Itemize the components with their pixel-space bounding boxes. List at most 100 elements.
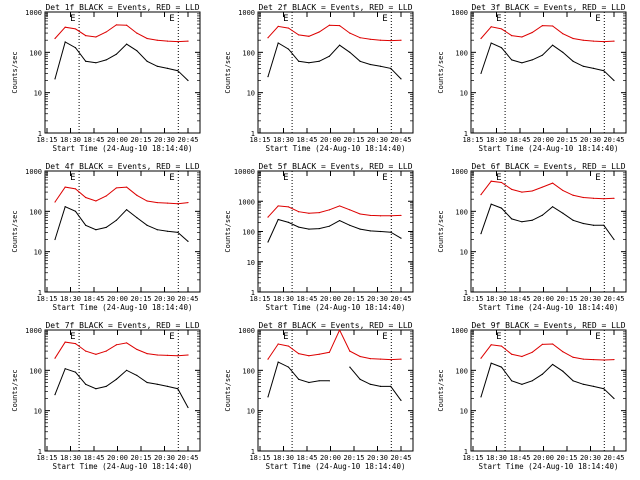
y-tick-label: 10	[460, 249, 468, 257]
y-axis-label: Counts/sec	[11, 210, 19, 252]
y-axis-label: Counts/sec	[11, 369, 19, 411]
data-point	[277, 361, 279, 363]
data-point	[115, 24, 117, 26]
y-tick-label: 1000	[238, 327, 255, 335]
data-point	[267, 241, 269, 243]
x-tick-label: 20:00	[533, 295, 554, 303]
data-point	[400, 214, 402, 217]
data-point	[339, 205, 341, 207]
data-point	[490, 362, 492, 364]
data-point	[54, 357, 56, 359]
data-point	[318, 60, 320, 62]
data-point	[582, 222, 584, 225]
data-point	[85, 196, 87, 199]
data-point	[603, 388, 605, 390]
data-point	[146, 352, 148, 355]
y-tick-label: 1	[251, 130, 255, 138]
data-point	[400, 39, 402, 41]
data-point	[582, 65, 584, 67]
data-point	[531, 380, 533, 382]
data-point	[480, 396, 482, 398]
data-point	[146, 37, 148, 40]
x-tick-label: 18:45	[296, 136, 317, 144]
panel-det-2: Det 2f BLACK = Events, RED = LLD 1 10 100 10…	[224, 3, 414, 153]
data-point	[187, 354, 189, 356]
x-tick-label: 18:30	[273, 136, 294, 144]
panel-det-9: Det 9f BLACK = Events, RED = LLD 1 10 100 10…	[437, 321, 627, 471]
data-point	[379, 385, 382, 387]
data-point	[115, 187, 117, 189]
plot-frame	[44, 170, 201, 293]
series-events	[54, 206, 189, 242]
data-point	[349, 366, 351, 368]
panel-title: Det 5f BLACK = Events, RED = LLD	[258, 162, 412, 171]
x-tick-label: 18:45	[83, 454, 104, 462]
x-tick-label: 20:00	[533, 454, 554, 462]
x-tick-label: 20:45	[603, 136, 624, 144]
data-point	[369, 230, 371, 232]
y-tick-label: 100	[29, 367, 42, 375]
data-point	[126, 369, 128, 371]
panel-det-3: Det 3f BLACK = Events, RED = LLD 1 10 100 10…	[437, 3, 627, 153]
plot-frame	[44, 329, 201, 452]
data-point	[85, 224, 87, 226]
data-point	[64, 186, 66, 188]
data-point	[146, 200, 148, 202]
y-axis-label: Counts/sec	[224, 369, 232, 411]
data-point	[359, 228, 361, 230]
data-point	[146, 381, 148, 384]
data-point	[277, 218, 279, 221]
data-point	[74, 47, 77, 49]
data-point	[562, 212, 564, 214]
series-lld	[54, 186, 189, 205]
y-tick-label: 10	[34, 408, 42, 416]
data-point	[480, 357, 482, 359]
y-tick-label: 100	[455, 367, 468, 375]
data-point	[267, 358, 269, 360]
y-tick-label: 1	[38, 130, 42, 138]
data-point	[105, 226, 107, 228]
data-point	[390, 215, 392, 217]
y-tick-label: 100	[29, 49, 42, 57]
data-point	[521, 62, 523, 64]
data-point	[126, 24, 128, 26]
x-tick-label: 18:30	[60, 136, 81, 144]
data-point	[572, 380, 574, 382]
data-point	[105, 350, 107, 352]
series-lld	[480, 25, 615, 43]
x-tick-label: 20:30	[580, 295, 601, 303]
data-point	[267, 37, 269, 39]
marker-label: E	[595, 173, 600, 183]
data-point	[156, 354, 158, 356]
data-point	[359, 378, 361, 380]
data-point	[552, 343, 554, 345]
y-axis-label: Counts/sec	[224, 51, 232, 93]
x-tick-label: 18:30	[273, 454, 294, 462]
data-point	[511, 188, 513, 190]
panel-det-4: Det 4f BLACK = Events, RED = LLD 1 10 100 10…	[11, 162, 201, 312]
data-point	[64, 368, 66, 370]
data-point	[177, 203, 179, 205]
data-point	[136, 50, 138, 52]
x-tick-label: 20:30	[367, 454, 388, 462]
data-point	[115, 53, 117, 55]
data-point	[379, 230, 382, 233]
data-point	[177, 70, 179, 72]
marker-label: E	[496, 173, 501, 183]
y-axis-label: Counts/sec	[224, 210, 232, 252]
data-point	[521, 36, 523, 38]
data-point	[390, 358, 392, 361]
y-tick-label: 100	[455, 49, 468, 57]
data-point	[105, 59, 107, 61]
series-events	[480, 362, 615, 399]
marker-label: E	[283, 332, 288, 342]
x-tick-label: 18:45	[509, 454, 530, 462]
series-lld	[267, 205, 402, 218]
data-point	[95, 62, 97, 64]
data-point	[277, 205, 279, 207]
x-tick-label: 20:30	[580, 454, 601, 462]
data-point	[511, 218, 513, 220]
y-axis-label: Counts/sec	[437, 210, 445, 252]
data-point	[146, 60, 148, 62]
